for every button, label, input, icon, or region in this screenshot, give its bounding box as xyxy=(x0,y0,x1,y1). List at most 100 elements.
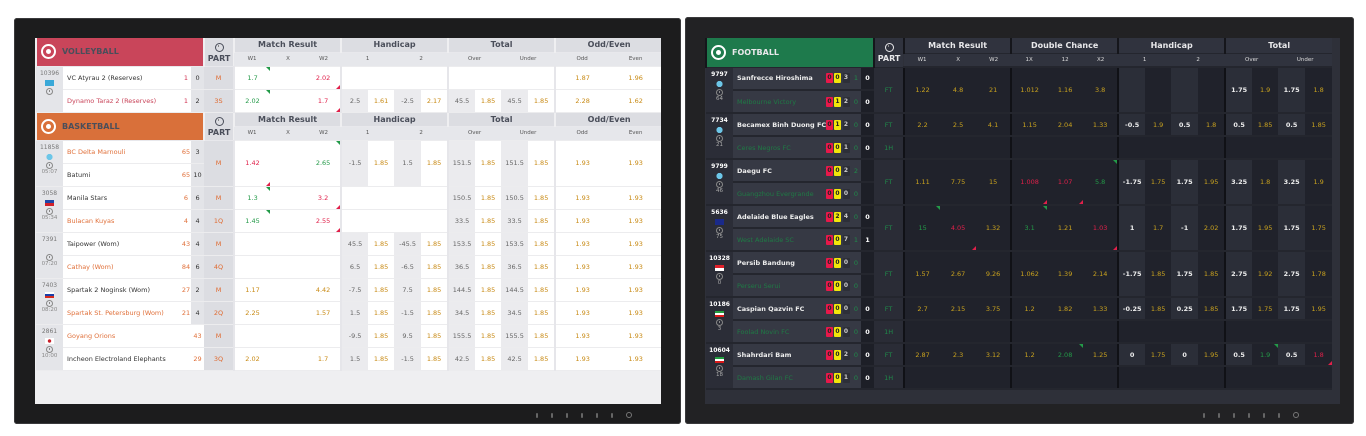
odds-cell[interactable]: 7.75 xyxy=(940,159,977,206)
handicap-line[interactable]: -7.5 xyxy=(340,278,369,302)
odds-cell[interactable]: 2.2 xyxy=(903,113,941,137)
odds-cell[interactable]: 1.78 xyxy=(1305,251,1333,298)
odds-cell[interactable]: 2.02 xyxy=(233,347,271,371)
odds-cell[interactable]: 1.8 xyxy=(1305,67,1333,114)
handicap-line[interactable]: 144.5 xyxy=(501,278,529,302)
handicap-line[interactable]: 0.5 xyxy=(1278,113,1306,137)
odds-cell[interactable]: 4.05 xyxy=(940,205,977,252)
team-name[interactable]: Goyang Orions xyxy=(63,324,181,348)
odds-cell[interactable]: 21 xyxy=(976,67,1012,114)
odds-cell[interactable]: 1.85 xyxy=(528,278,556,302)
handicap-line[interactable]: -1.5 xyxy=(340,140,369,187)
odds-cell[interactable]: 1.61 xyxy=(368,89,395,113)
odds-cell[interactable]: 1.85 xyxy=(528,324,556,348)
handicap-line[interactable]: 45.5 xyxy=(340,232,369,256)
odds-cell[interactable]: 2.14 xyxy=(1083,251,1119,298)
handicap-line[interactable]: 42.5 xyxy=(501,347,529,371)
odds-cell[interactable]: 1.95 xyxy=(1198,159,1226,206)
handicap-line[interactable]: -1.5 xyxy=(394,347,422,371)
handicap-line[interactable]: 1.75 xyxy=(1224,205,1253,252)
odds-cell[interactable]: 1.95 xyxy=(1198,343,1226,367)
handicap-line[interactable]: 36.5 xyxy=(501,255,529,279)
handicap-line[interactable]: 1 xyxy=(1117,205,1146,252)
handicap-line[interactable]: 1.5 xyxy=(340,301,369,325)
odds-cell[interactable]: 1.93 xyxy=(554,232,610,256)
odds-cell[interactable]: 2.3 xyxy=(940,343,977,367)
odds-cell[interactable]: 1.85 xyxy=(421,347,449,371)
handicap-line[interactable]: 153.5 xyxy=(447,232,476,256)
odds-cell[interactable]: 1.7 xyxy=(1145,205,1172,252)
team-name[interactable]: Batumi xyxy=(63,163,181,187)
team-name[interactable]: BC Delta Marnouli xyxy=(63,140,181,164)
odds-cell[interactable]: 1.2 xyxy=(1010,343,1048,367)
odds-cell[interactable]: 2.5 xyxy=(940,113,977,137)
odds-cell[interactable]: 3.75 xyxy=(976,297,1012,321)
odds-cell[interactable]: 1.85 xyxy=(421,301,449,325)
team-name[interactable]: Spartak 2 Noginsk (Wom) xyxy=(63,278,181,302)
match-row[interactable]: Cathay (Wom) 84 6 4Q 6.5 1.85 -6.5 1.85 36.5 1.85… xyxy=(36,255,661,279)
handicap-line[interactable]: 33.5 xyxy=(447,209,476,233)
odds-cell[interactable]: 2.04 xyxy=(1047,113,1084,137)
odds-cell[interactable]: 1.8 xyxy=(1252,159,1279,206)
odds-cell[interactable]: 1.03 xyxy=(1083,205,1119,252)
odds-cell[interactable]: 1.85 xyxy=(421,232,449,256)
match-row[interactable]: 3058 05:34 Manila Stars 6 6 M 1.3 3.2 150.5 1.85 1… xyxy=(36,186,661,233)
match-row[interactable]: 9797 64 Sanfrecce Hiroshima 0 0 3 1 0 FT 1.22 4.8 2… xyxy=(706,67,1333,114)
handicap-line[interactable]: 1.75 xyxy=(1224,297,1253,321)
odds-cell[interactable]: 1.93 xyxy=(609,347,661,371)
odds-cell[interactable]: 1.32 xyxy=(976,205,1012,252)
odds-cell[interactable]: 1.2 xyxy=(1010,297,1048,321)
odds-cell[interactable]: 1.75 xyxy=(1145,159,1172,206)
team-name[interactable]: Perseru Serui xyxy=(733,274,826,298)
handicap-line[interactable]: -1.75 xyxy=(1117,159,1146,206)
odds-cell[interactable]: 1.8 xyxy=(1305,343,1333,367)
odds-cell[interactable]: 3.8 xyxy=(1083,67,1119,114)
odds-cell[interactable]: 1.85 xyxy=(475,140,502,187)
team-name[interactable]: Shahrdari Bam xyxy=(733,343,826,367)
odds-cell[interactable]: 1.62 xyxy=(609,89,661,113)
odds-cell[interactable]: 1.93 xyxy=(554,209,610,233)
odds-cell[interactable]: 2.02 xyxy=(306,66,342,90)
handicap-line[interactable]: 1.75 xyxy=(1278,67,1306,114)
odds-cell[interactable]: 2.7 xyxy=(903,297,941,321)
odds-cell[interactable]: 1.85 xyxy=(421,140,449,187)
team-name[interactable]: Incheon Electroland Elephants xyxy=(63,347,181,371)
handicap-line[interactable]: 45.5 xyxy=(447,89,476,113)
odds-cell[interactable]: 1.85 xyxy=(368,278,395,302)
odds-cell[interactable]: 3.1 xyxy=(1010,205,1048,252)
odds-cell[interactable]: 1.95 xyxy=(1305,297,1333,321)
handicap-line[interactable]: -1.75 xyxy=(1117,251,1146,298)
team-name[interactable]: Dynamo Taraz 2 (Reserves) xyxy=(63,89,181,113)
odds-cell[interactable]: 1.75 xyxy=(1145,343,1172,367)
team-name[interactable]: Taipower (Wom) xyxy=(63,232,181,256)
odds-cell[interactable]: 1.22 xyxy=(903,67,941,114)
odds-cell[interactable]: 1.85 xyxy=(475,89,502,113)
match-row[interactable]: Incheon Electroland Elephants 29 3Q 2.02 1.7… xyxy=(36,347,661,371)
handicap-line[interactable]: 1.75 xyxy=(1171,159,1199,206)
odds-cell[interactable]: 1.85 xyxy=(368,232,395,256)
team-name[interactable]: West Adelaide SC xyxy=(733,228,826,252)
odds-cell[interactable]: 1.9 xyxy=(1305,159,1333,206)
team-name[interactable]: Daegu FC xyxy=(733,159,826,183)
handicap-line[interactable]: 6.5 xyxy=(340,255,369,279)
odds-cell[interactable]: 3.2 xyxy=(306,186,342,210)
handicap-line[interactable]: 3.25 xyxy=(1224,159,1253,206)
handicap-line[interactable]: 1.75 xyxy=(1278,297,1306,321)
odds-cell[interactable]: 1.85 xyxy=(528,89,556,113)
odds-cell[interactable]: 1.93 xyxy=(554,186,610,210)
odds-cell[interactable]: 1.93 xyxy=(554,278,610,302)
odds-cell[interactable]: 1.93 xyxy=(554,324,610,348)
handicap-line[interactable]: 34.5 xyxy=(501,301,529,325)
handicap-line[interactable]: 2.5 xyxy=(340,89,369,113)
match-row[interactable]: Melbourne Victory 0 1 2 0 0 xyxy=(706,90,1332,114)
odds-cell[interactable]: 1.7 xyxy=(306,347,342,371)
match-row[interactable]: 7391 07:20 Taipower (Wom) 43 4 M 45.5 1.85 -45.5… xyxy=(36,232,661,279)
match-row[interactable]: Foolad Novin FC 0 0 0 0 0 1H xyxy=(706,320,1333,344)
handicap-line[interactable]: 45.5 xyxy=(501,89,529,113)
match-row[interactable]: 10186 3 Caspian Qazvin FC 0 0 0 0 0 FT 2.7 2.15 3.7… xyxy=(706,297,1333,344)
odds-cell[interactable]: 5.8 xyxy=(1083,159,1119,206)
odds-cell[interactable]: 1.85 xyxy=(528,186,556,210)
odds-cell[interactable]: 1.93 xyxy=(609,140,661,187)
handicap-line[interactable]: 3.25 xyxy=(1278,159,1306,206)
team-name[interactable]: Bulacan Kuyas xyxy=(63,209,181,233)
